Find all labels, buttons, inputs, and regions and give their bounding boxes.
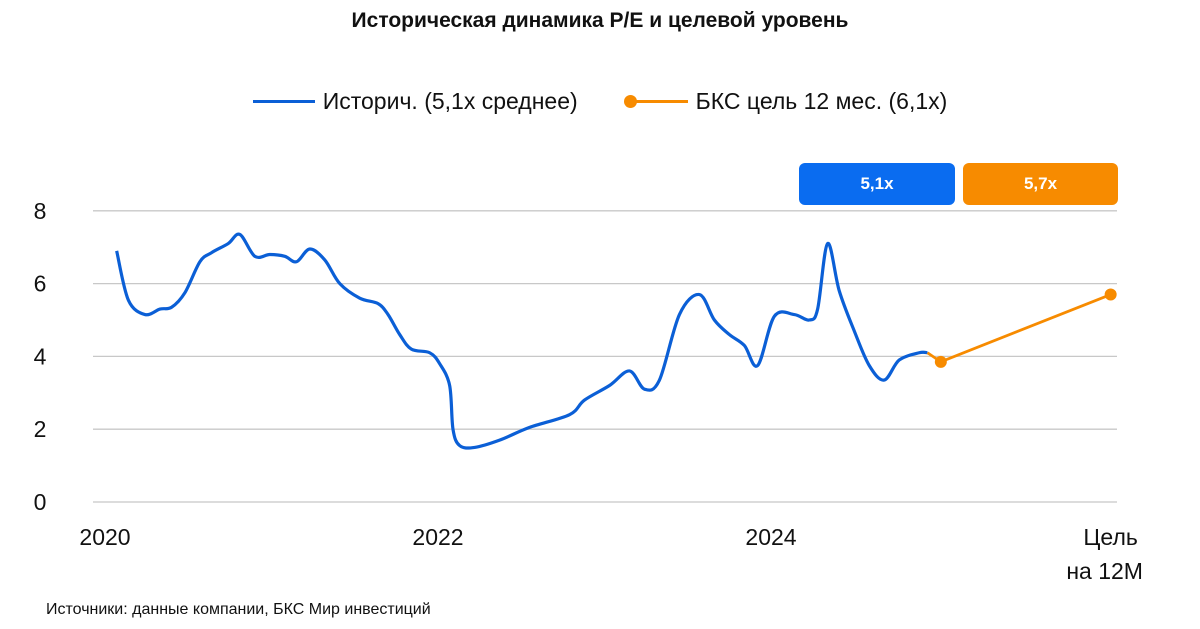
legend-item-target: БКС цель 12 мес. (6,1х) (623, 88, 948, 115)
x-tick-label: Цель (1083, 524, 1137, 550)
target-point (934, 355, 947, 368)
badge-target: 5,7x (963, 163, 1118, 205)
chart-title: Историческая динамика P/E и целевой уров… (351, 9, 849, 32)
source-footnote: Источники: данные компании, БКС Мир инве… (46, 601, 431, 618)
legend: Историч. (5,1х среднее) БКС цель 12 мес.… (0, 88, 1200, 115)
x-tick-label: на 12М (1066, 558, 1143, 584)
target-point (1104, 288, 1117, 301)
y-tick-label: 0 (34, 489, 47, 515)
y-tick-label: 4 (34, 343, 47, 369)
legend-swatch-history (252, 100, 315, 103)
series-line-history (115, 232, 928, 450)
x-tick-label: 2020 (79, 524, 130, 550)
legend-label-target: БКС цель 12 мес. (6,1х) (695, 88, 948, 114)
x-tick-label: 2022 (412, 524, 463, 550)
y-tick-label: 2 (34, 416, 47, 442)
legend-item-history: Историч. (5,1х среднее) (252, 88, 578, 115)
y-tick-label: 6 (34, 271, 47, 297)
series-line-target (926, 293, 1112, 364)
badge-history-average: 5,1x (799, 163, 955, 205)
legend-label-history: Историч. (5,1х среднее) (322, 88, 578, 114)
legend-swatch-target (623, 95, 688, 108)
legend-marker-icon (623, 95, 637, 108)
x-tick-label: 2024 (745, 524, 796, 550)
y-tick-label: 8 (34, 198, 47, 224)
